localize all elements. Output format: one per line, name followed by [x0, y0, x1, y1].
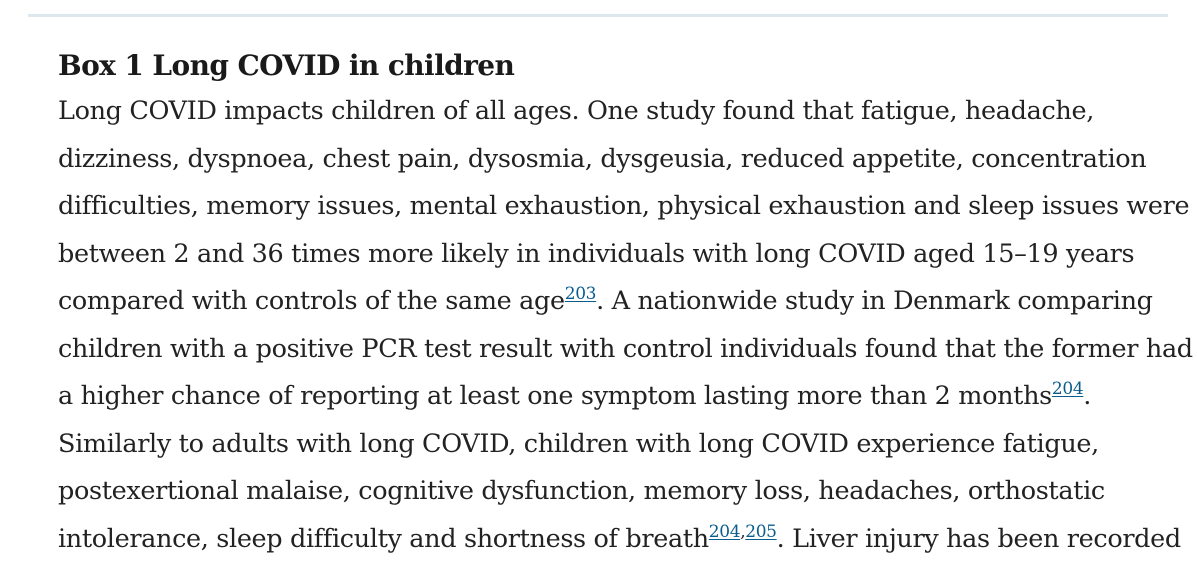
box-body: Long COVID impacts children of all ages.… [58, 88, 1193, 564]
body-text: Similarly to adults with long COVID, chi… [58, 428, 1099, 459]
body-line: between 2 and 36 times more likely in in… [58, 231, 1158, 279]
body-text: postexertional malaise, cognitive dysfun… [58, 476, 1105, 506]
box-title: Box 1 Long COVID in children [58, 49, 515, 82]
citation-separator: , [740, 521, 746, 542]
body-text: between 2 and 36 times more likely in in… [58, 238, 1135, 269]
body-text: Long COVID impacts children of all ages.… [58, 96, 1094, 126]
citation-ref: 203 [564, 284, 597, 305]
body-text: compared with controls of the same age [58, 286, 565, 316]
body-line: intolerance, sleep difficulty and shortn… [58, 516, 1181, 564]
body-line: a higher chance of reporting at least on… [58, 373, 1158, 421]
citation-link-204[interactable]: 204 [1051, 379, 1084, 400]
body-text: . A nationwide study in Denmark comparin… [596, 286, 1153, 316]
body-text: children with a positive PCR test result… [58, 333, 1193, 364]
citation-ref: 204 [1051, 379, 1084, 400]
body-line: Long COVID impacts children of all ages.… [58, 88, 1158, 136]
body-line: compared with controls of the same age20… [58, 278, 1158, 326]
citation-ref: 204,205 [709, 522, 777, 542]
body-text: difficulties, memory issues, mental exha… [58, 191, 1190, 221]
body-text: intolerance, sleep difficulty and shortn… [58, 523, 709, 554]
body-text: . [1083, 381, 1092, 411]
citation-link-204[interactable]: 204 [708, 521, 741, 542]
body-line: children with a positive PCR test result… [58, 326, 1193, 374]
body-line: dizziness, dyspnoea, chest pain, dysosmi… [58, 136, 1158, 184]
body-text: . Liver injury has been recorded [776, 523, 1182, 554]
body-line: difficulties, memory issues, mental exha… [58, 183, 1190, 231]
body-line: postexertional malaise, cognitive dysfun… [58, 468, 1158, 516]
box-panel: Box 1 Long COVID in children Long COVID … [58, 44, 1193, 564]
body-text: dizziness, dyspnoea, chest pain, dysosmi… [58, 143, 1147, 174]
citation-link-203[interactable]: 203 [564, 284, 597, 305]
body-line: Similarly to adults with long COVID, chi… [58, 421, 1158, 469]
citation-link-205[interactable]: 205 [745, 521, 777, 542]
body-text: a higher chance of reporting at least on… [58, 381, 1052, 411]
top-divider [28, 14, 1168, 17]
